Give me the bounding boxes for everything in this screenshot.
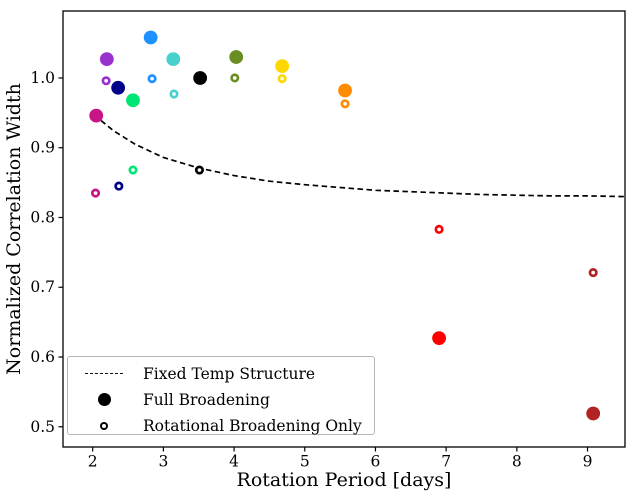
y-tick-label: 0.6 (30, 348, 55, 366)
rotational-broadening-marker-darkorchid (101, 76, 111, 86)
x-tick-label: 4 (229, 453, 239, 471)
x-tick-label: 2 (88, 453, 98, 471)
x-tick-label: 3 (158, 453, 168, 471)
plot-border (62, 10, 626, 448)
y-tick-label: 0.5 (30, 418, 55, 436)
filled-circle-icon (97, 393, 111, 406)
rotational-broadening-marker-darkorange (340, 99, 350, 109)
full-broadening-marker-mediumvioletred (89, 108, 104, 123)
full-broadening-marker-dodgerblue (143, 30, 158, 45)
open-circle-icon (100, 421, 108, 430)
x-tick-label: 9 (583, 453, 593, 471)
y-tick-label: 0.7 (30, 278, 55, 296)
x-axis-label: Rotation Period [days] (236, 469, 452, 491)
rotational-broadening-marker-navy (114, 181, 124, 191)
legend-label: Full Broadening (143, 390, 270, 409)
legend-item-rotational-broadening: Rotational Broadening Only (78, 413, 374, 438)
rotational-broadening-marker-black (194, 165, 204, 175)
y-tick-label: 0.8 (30, 208, 55, 226)
rotational-broadening-marker-mediumvioletred (90, 188, 101, 198)
y-tick-label: 0.9 (30, 139, 55, 157)
rotational-broadening-marker-red (434, 224, 444, 234)
full-broadening-marker-red (432, 331, 446, 346)
full-broadening-marker-navy (111, 80, 126, 95)
legend: Fixed Temp Structure Full Broadening Rot… (67, 356, 375, 435)
rotational-broadening-marker-firebrick (588, 268, 598, 278)
y-tick-label: 1.0 (30, 69, 55, 87)
full-broadening-marker-olivedrab (229, 50, 244, 64)
full-broadening-marker-darkorchid (99, 52, 114, 67)
fixed-temp-structure-curve (93, 114, 626, 198)
legend-label: Fixed Temp Structure (143, 364, 316, 383)
full-broadening-marker-springgreen (126, 93, 140, 108)
full-broadening-marker-firebrick (586, 406, 601, 421)
rotational-broadening-marker-mediumturquoise (169, 89, 179, 99)
full-broadening-marker-black (193, 71, 208, 85)
full-broadening-marker-mediumturquoise (166, 52, 181, 67)
dashed-line-icon (85, 373, 123, 374)
rotational-broadening-marker-gold (277, 74, 287, 84)
legend-item-fixed-temp-structure: Fixed Temp Structure (78, 361, 374, 386)
legend-item-full-broadening: Full Broadening (78, 387, 374, 412)
x-tick-label: 7 (441, 453, 451, 471)
rotational-broadening-marker-dodgerblue (147, 74, 157, 84)
x-tick-label: 8 (512, 453, 522, 471)
x-tick-label: 5 (300, 453, 310, 471)
y-axis-label: Normalized Correlation Width (3, 83, 25, 375)
rotational-broadening-marker-olivedrab (230, 73, 240, 83)
full-broadening-marker-gold (275, 59, 290, 74)
x-tick-label: 6 (371, 453, 381, 471)
rotational-broadening-marker-springgreen (128, 165, 138, 175)
full-broadening-marker-darkorange (338, 83, 352, 98)
legend-label: Rotational Broadening Only (143, 416, 362, 435)
